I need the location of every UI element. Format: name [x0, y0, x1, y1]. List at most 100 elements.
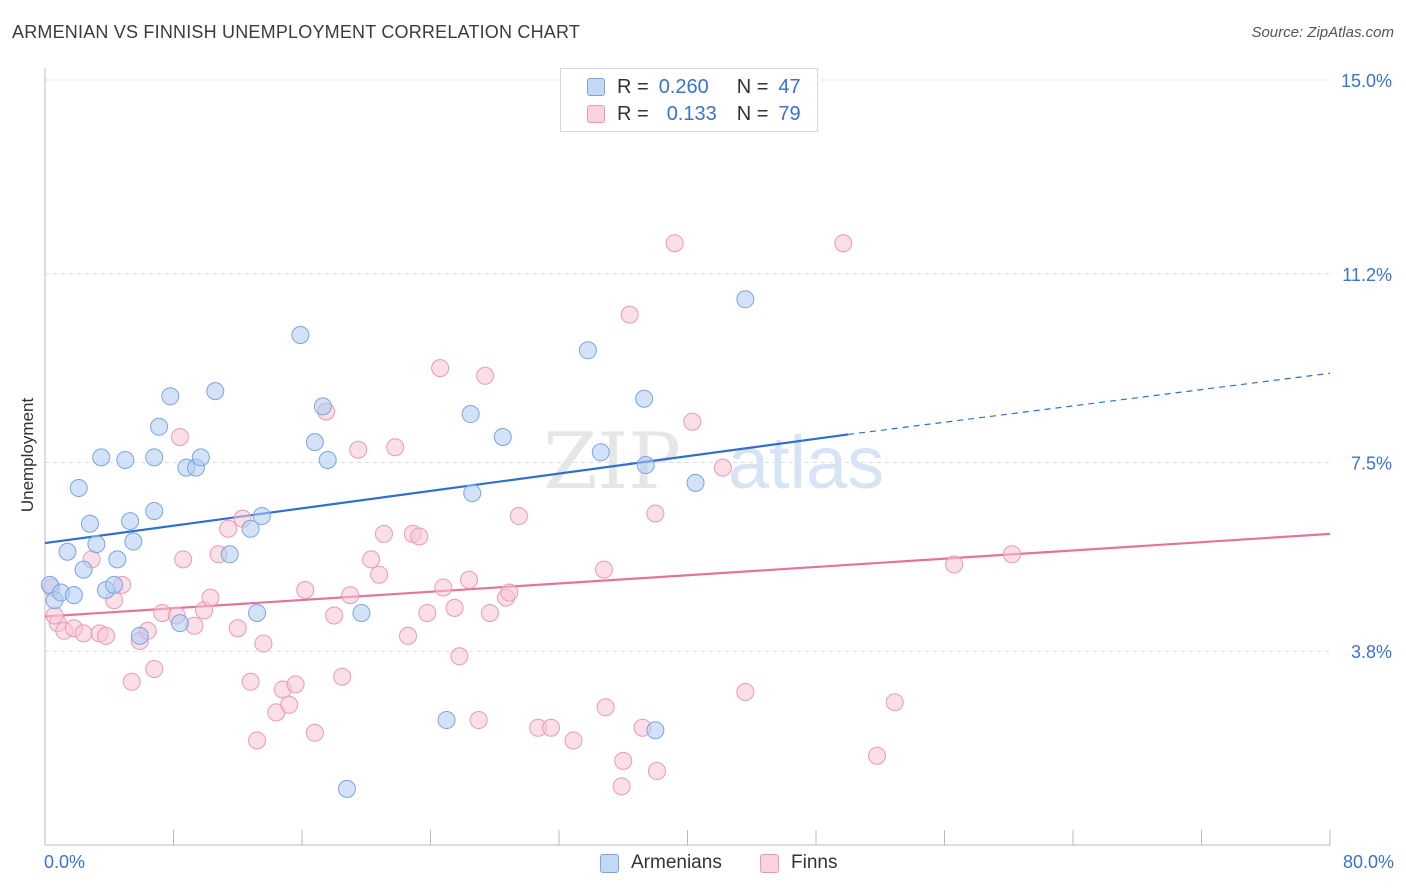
armenians-swatch — [587, 78, 605, 96]
axes — [44, 68, 1331, 846]
armenians-point — [463, 484, 482, 503]
y-tick-labels: 3.8% 7.5% 11.2% 15.0% — [1341, 71, 1392, 662]
watermark: ZIP atlas — [543, 417, 884, 507]
armenians-point — [241, 519, 260, 538]
armenians-point — [80, 514, 99, 533]
y-tick-label: 11.2% — [1342, 265, 1392, 285]
finns-point — [333, 667, 352, 686]
finns-point — [434, 578, 453, 597]
finns-point — [145, 660, 164, 679]
finns-trendline — [44, 532, 1331, 618]
armenians-point — [352, 603, 371, 622]
finns-point — [476, 366, 495, 385]
armenians-point — [170, 614, 189, 633]
finns-point — [254, 634, 273, 653]
finns-point — [612, 777, 631, 796]
finns-point — [500, 583, 519, 602]
armenians-point — [206, 382, 225, 401]
finns-point — [665, 234, 684, 253]
finns-point — [228, 619, 247, 638]
finns-point — [374, 524, 393, 543]
armenians-point — [318, 450, 337, 469]
finns-legend-swatch — [760, 853, 779, 873]
armenians-point — [161, 387, 180, 406]
n-label: N = — [736, 102, 769, 125]
finns-point — [74, 624, 93, 643]
legend-row-armenians: R = 0.260 N = 47 — [587, 75, 801, 99]
finns-point — [885, 693, 904, 712]
armenians-point — [116, 450, 135, 469]
armenians-legend-swatch — [600, 853, 619, 873]
finns-point — [219, 519, 238, 538]
armenians-point — [736, 290, 755, 309]
finns-point — [286, 675, 305, 694]
gridlines — [45, 79, 1330, 652]
finns-point — [410, 527, 429, 546]
armenians-point — [635, 389, 654, 408]
r-value: 0.133 — [666, 102, 717, 125]
armenians-point — [105, 575, 124, 594]
n-value: 47 — [778, 75, 801, 98]
finns-point — [280, 695, 299, 714]
armenians-point — [461, 405, 480, 424]
armenians-point — [145, 501, 164, 520]
armenians-trendline — [44, 433, 849, 545]
legend-row-finns: R = 0.133 N = 79 — [587, 102, 801, 126]
y-tick-label: 15.0% — [1341, 71, 1392, 91]
finns-point — [620, 305, 639, 324]
legend-label-armenians: Armenians — [631, 852, 722, 873]
trendlines — [44, 372, 1331, 618]
finns-point — [480, 603, 499, 622]
finns-point — [614, 751, 633, 770]
armenians-point — [124, 532, 143, 551]
n-label: N = — [736, 75, 769, 98]
legend-label-finns: Finns — [791, 852, 838, 873]
finns-point — [97, 626, 116, 645]
armenians-point — [291, 326, 310, 344]
finns-point — [509, 507, 528, 526]
armenians-point — [437, 711, 456, 730]
finns-point — [170, 428, 189, 446]
finns-points — [42, 234, 1021, 796]
chart-title: ARMENIAN VS FINNISH UNEMPLOYMENT CORRELA… — [12, 22, 581, 42]
armenians-point — [150, 417, 169, 436]
finns-point — [325, 606, 344, 625]
source-label: Source: ZipAtlas.com — [1251, 24, 1394, 41]
r-label: R = — [617, 102, 649, 125]
r-value: 0.260 — [658, 75, 709, 98]
finns-swatch — [587, 105, 605, 123]
y-axis-label: Unemployment — [18, 397, 37, 513]
finns-point — [349, 440, 368, 459]
finns-point — [418, 603, 437, 622]
armenians-trendline-extension — [848, 372, 1331, 436]
finns-point — [713, 458, 732, 477]
finns-point — [431, 359, 450, 378]
armenians-point — [636, 456, 655, 475]
finns-point — [341, 586, 360, 605]
finns-point — [370, 565, 389, 584]
finns-point — [122, 672, 141, 691]
armenians-point — [121, 512, 140, 531]
armenians-point — [313, 397, 332, 416]
finns-point — [945, 555, 964, 574]
armenians-point — [108, 550, 127, 569]
legend-item-armenians[interactable]: Armenians — [600, 852, 722, 874]
armenians-point — [493, 428, 512, 446]
armenians-point — [130, 626, 149, 645]
finns-point — [647, 762, 666, 781]
n-value: 79 — [778, 102, 801, 125]
series-legend: Armenians Finns — [0, 852, 1406, 878]
finns-point — [386, 438, 405, 457]
legend-item-finns[interactable]: Finns — [760, 852, 837, 874]
finns-point — [296, 581, 315, 599]
armenians-point — [252, 507, 271, 526]
finns-point — [460, 570, 479, 589]
finns-point — [834, 234, 853, 253]
finns-point — [45, 606, 64, 625]
armenians-point — [191, 448, 210, 467]
armenians-point — [69, 479, 88, 497]
finns-point — [362, 550, 381, 569]
finns-point — [1002, 545, 1021, 564]
armenians-point — [337, 779, 356, 798]
